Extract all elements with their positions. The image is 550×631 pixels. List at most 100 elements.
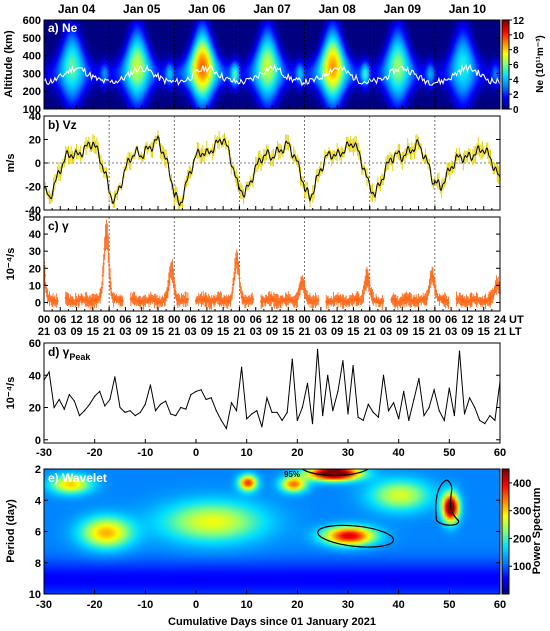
ut-tick-label-end: 24 (494, 314, 507, 326)
gamma-point (402, 299, 406, 302)
panel-e-ytick-label: 10 (29, 589, 41, 601)
gamma-peak-point (443, 419, 445, 422)
gamma-point (46, 295, 49, 298)
panel-a-ytick-label: 100 (23, 104, 41, 116)
significance-contour (302, 469, 369, 477)
ut-tick-label: 18 (87, 314, 99, 326)
panel-d-xtick-label: -10 (137, 447, 153, 459)
gamma-peak-line (43, 349, 501, 430)
panel-a-ytick-label: 300 (23, 68, 41, 80)
ut-tick-label: 18 (347, 314, 359, 326)
gamma-peak-point (68, 394, 70, 396)
gamma-peak-point (382, 374, 385, 376)
gamma-peak-point (170, 413, 172, 415)
gamma-peak-point (347, 413, 349, 415)
gamma-point (460, 300, 464, 303)
colorbar-a-label: Ne (10¹¹m⁻³) (535, 35, 546, 93)
ut-tick-label: 00 (168, 314, 180, 326)
gamma-point (363, 286, 366, 289)
gamma-point (108, 263, 111, 267)
panel-b-ylabel: m/s (5, 154, 17, 173)
gamma-peak-point (327, 374, 329, 376)
gamma-point (371, 295, 374, 298)
panel-a-ytick-label: 200 (23, 86, 41, 98)
panel-a-ytick-label: 500 (23, 33, 41, 45)
panel-c-ytick-label: 10 (29, 280, 41, 292)
ut-tick-label: 12 (266, 314, 278, 326)
day-label: Jan 04 (58, 2, 96, 16)
panel-c-ytick-label: 40 (29, 229, 41, 241)
lt-tick-label: 15 (217, 326, 229, 338)
gamma-peak-point (205, 398, 207, 401)
gamma-point (99, 291, 103, 294)
gamma-peak-point (479, 419, 481, 422)
gamma-point (101, 274, 104, 277)
gamma-point (382, 299, 385, 303)
lt-tick-label: 21 (168, 326, 180, 338)
lt-tick-label: 09 (266, 326, 278, 338)
gamma-point (345, 300, 348, 303)
gamma-point (443, 298, 446, 301)
gamma-point (174, 290, 177, 293)
gamma-point (210, 301, 213, 304)
gamma-point (234, 262, 237, 265)
gamma-point (87, 301, 90, 304)
ut-tick-label: 18 (412, 314, 424, 326)
gamma-point (102, 262, 105, 265)
gamma-peak-point (246, 418, 248, 420)
lt-tick-label: 15 (282, 326, 294, 338)
gamma-point (426, 293, 429, 296)
panel-d-label-sub: Peak (69, 352, 91, 362)
gamma-point (301, 281, 304, 284)
gamma-point (165, 295, 168, 298)
gamma-point (164, 297, 167, 301)
gamma-peak-point (474, 406, 476, 409)
gamma-point (93, 299, 96, 303)
ut-tick-label: 12 (461, 314, 473, 326)
gamma-point (309, 299, 313, 302)
lt-tick-label: 03 (54, 326, 66, 338)
ut-tick-label: 12 (201, 314, 213, 326)
gamma-peak-point (190, 394, 192, 396)
panel-d-xtick-label: 60 (494, 447, 506, 459)
gamma-point (238, 277, 241, 280)
gamma-point (168, 275, 171, 278)
gamma-peak-point (463, 413, 466, 415)
colorbar-a-tick-label: 8 (513, 46, 519, 57)
gamma-peak-point (215, 410, 217, 412)
hmf2-line (44, 63, 500, 87)
gamma-point (493, 288, 496, 292)
gamma-peak-point (367, 403, 369, 405)
panel-a-ytick-label: 600 (23, 15, 41, 27)
ut-tick-label: 06 (119, 314, 131, 326)
gamma-point (430, 276, 433, 279)
ne-colorbar (502, 20, 509, 109)
gamma-point (441, 297, 445, 301)
gamma-point (44, 274, 47, 277)
colorbar-a-tick-label: 0 (513, 105, 519, 116)
gamma-peak-point (144, 403, 146, 405)
ut-tick-label: 00 (429, 314, 441, 326)
gamma-point (142, 301, 145, 304)
gamma-peak-point (337, 390, 339, 392)
significance-contour (435, 479, 460, 526)
gamma-point (369, 291, 372, 294)
gamma-point (172, 277, 175, 280)
panel-a-label: a) Ne (48, 21, 78, 35)
gamma-point (268, 297, 271, 300)
gamma-point (367, 281, 370, 284)
gamma-peak-point (256, 410, 258, 412)
gamma-peak-point (165, 400, 167, 402)
lt-tick-label: 09 (396, 326, 408, 338)
gamma-point (432, 279, 436, 282)
gamma-point (298, 287, 302, 290)
gamma-peak-point (362, 419, 364, 422)
gamma-point (305, 294, 308, 297)
gamma-point (86, 299, 89, 302)
panel-c-ytick-label: 0 (35, 297, 41, 309)
gamma-point (427, 289, 430, 292)
panel-d-ytick-label: 20 (29, 403, 41, 415)
gamma-point (364, 278, 368, 282)
panel-d: 0 20 40 60 -30 -20 -10 0 10 20 30 40 50 60 d) γPeak 1… (5, 338, 506, 459)
gamma-peak-point (423, 414, 425, 417)
